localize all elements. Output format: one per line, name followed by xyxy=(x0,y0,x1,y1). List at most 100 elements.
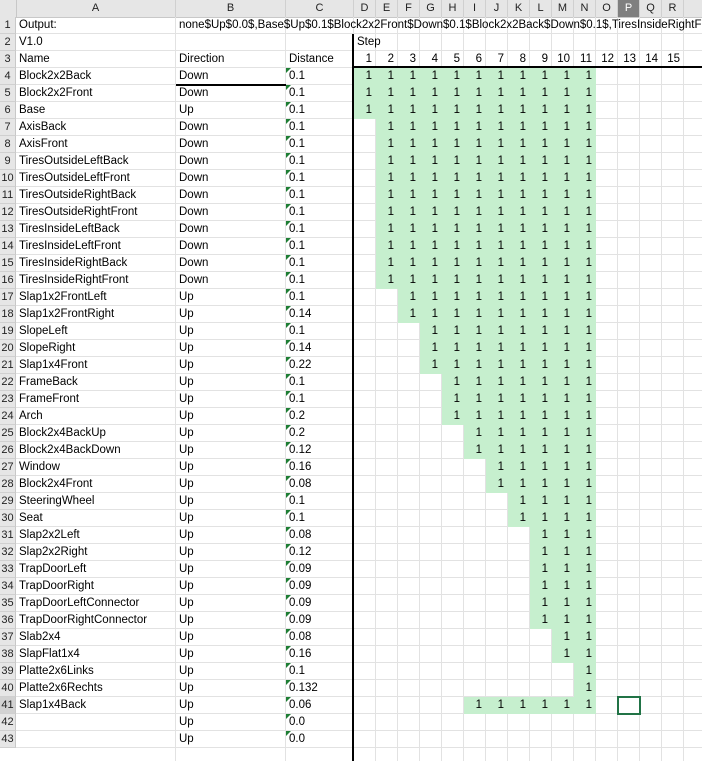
step-cell[interactable]: 1 xyxy=(552,255,574,272)
step-cell[interactable]: 1 xyxy=(442,204,464,221)
distance-cell[interactable]: 0.1 xyxy=(289,104,305,116)
step-cell[interactable]: 1 xyxy=(574,119,596,136)
step-cell[interactable]: 1 xyxy=(530,459,552,476)
step-cell[interactable]: 1 xyxy=(420,340,442,357)
step-cell[interactable]: 1 xyxy=(552,510,574,527)
column-header-q[interactable]: Q xyxy=(640,0,662,17)
step-cell[interactable]: 1 xyxy=(486,136,508,153)
part-name-cell[interactable]: TiresOutsideLeftFront xyxy=(19,172,130,184)
step-cell[interactable]: 1 xyxy=(574,697,596,714)
step-cell[interactable]: 1 xyxy=(486,357,508,374)
direction-cell[interactable]: Up xyxy=(179,495,194,507)
step-cell[interactable]: 1 xyxy=(398,153,420,170)
part-name-cell[interactable] xyxy=(16,714,176,731)
step-cell[interactable]: 1 xyxy=(398,102,420,119)
step-cell[interactable]: 1 xyxy=(376,170,398,187)
row-header[interactable]: 11 xyxy=(0,187,16,204)
step-cell[interactable]: 1 xyxy=(552,238,574,255)
part-name-cell[interactable]: TiresInsideLeftFront xyxy=(19,240,121,252)
step-cell[interactable]: 1 xyxy=(530,561,552,578)
direction-cell[interactable]: Up xyxy=(179,648,194,660)
step-cell[interactable]: 1 xyxy=(508,170,530,187)
column-header-m[interactable]: M xyxy=(552,0,574,17)
step-cell[interactable]: 1 xyxy=(508,425,530,442)
part-name-cell[interactable]: Platte2x6Rechts xyxy=(19,682,103,694)
row-header[interactable]: 17 xyxy=(0,289,16,306)
direction-cell[interactable]: Up xyxy=(179,393,194,405)
step-cell[interactable]: 1 xyxy=(398,255,420,272)
step-cell[interactable]: 1 xyxy=(442,68,464,85)
part-name-cell[interactable]: AxisFront xyxy=(19,138,68,150)
step-cell[interactable]: 1 xyxy=(486,221,508,238)
step-cell[interactable]: 1 xyxy=(464,340,486,357)
step-cell[interactable]: 1 xyxy=(420,272,442,289)
distance-cell[interactable]: 0.09 xyxy=(289,580,312,592)
row-header[interactable]: 8 xyxy=(0,136,16,153)
part-name-cell[interactable]: Platte2x6Links xyxy=(19,665,94,677)
distance-cell[interactable]: 0.09 xyxy=(289,614,312,626)
step-cell[interactable]: 1 xyxy=(574,357,596,374)
distance-cell[interactable]: 0.1 xyxy=(289,121,305,133)
direction-cell[interactable]: Up xyxy=(179,631,194,643)
direction-cell[interactable]: Up xyxy=(179,461,194,473)
part-name-cell[interactable] xyxy=(16,731,176,748)
distance-cell[interactable]: 0.1 xyxy=(289,291,305,303)
part-name-cell[interactable]: Base xyxy=(19,104,46,116)
direction-cell[interactable]: Down xyxy=(179,274,209,286)
direction-cell[interactable]: Down xyxy=(179,206,209,218)
step-cell[interactable]: 1 xyxy=(552,272,574,289)
step-cell[interactable]: 1 xyxy=(574,612,596,629)
distance-cell[interactable]: 0.08 xyxy=(289,529,312,541)
step-cell[interactable]: 1 xyxy=(442,340,464,357)
step-cell[interactable]: 1 xyxy=(530,612,552,629)
step-cell[interactable]: 1 xyxy=(552,170,574,187)
step-cell[interactable]: 1 xyxy=(420,289,442,306)
step-cell[interactable]: 1 xyxy=(464,153,486,170)
step-cell[interactable]: 1 xyxy=(574,85,596,102)
row-header[interactable]: 4 xyxy=(0,68,16,85)
direction-cell[interactable]: Up xyxy=(179,682,194,694)
row-header[interactable]: 41 xyxy=(0,697,16,714)
row-header[interactable]: 33 xyxy=(0,561,16,578)
step-cell[interactable]: 1 xyxy=(530,255,552,272)
distance-cell[interactable]: 0.1 xyxy=(289,138,305,150)
step-cell[interactable]: 1 xyxy=(574,170,596,187)
row-header[interactable]: 31 xyxy=(0,527,16,544)
step-cell[interactable]: 1 xyxy=(530,153,552,170)
step-cell[interactable]: 1 xyxy=(464,425,486,442)
step-cell[interactable]: 1 xyxy=(442,323,464,340)
step-cell[interactable]: 1 xyxy=(508,221,530,238)
part-name-cell[interactable]: Slap1x4Back xyxy=(19,699,87,711)
step-cell[interactable]: 1 xyxy=(464,102,486,119)
step-cell[interactable]: 1 xyxy=(574,680,596,697)
step-cell[interactable]: 1 xyxy=(530,510,552,527)
column-header-d[interactable]: D xyxy=(354,0,376,17)
step-cell[interactable]: 1 xyxy=(574,544,596,561)
row-header[interactable]: 13 xyxy=(0,221,16,238)
step-cell[interactable]: 1 xyxy=(508,476,530,493)
step-cell[interactable]: 1 xyxy=(464,204,486,221)
step-cell[interactable]: 1 xyxy=(552,442,574,459)
row-header[interactable]: 34 xyxy=(0,578,16,595)
step-cell[interactable]: 1 xyxy=(420,102,442,119)
distance-cell[interactable]: 0.08 xyxy=(289,478,312,490)
distance-cell[interactable]: 0.1 xyxy=(289,325,305,337)
distance-cell[interactable]: 0.1 xyxy=(289,512,305,524)
direction-cell[interactable]: Up xyxy=(179,716,194,728)
step-cell[interactable]: 1 xyxy=(508,510,530,527)
step-cell[interactable]: 1 xyxy=(574,408,596,425)
step-cell[interactable]: 1 xyxy=(530,289,552,306)
step-cell[interactable]: 1 xyxy=(508,340,530,357)
step-cell[interactable]: 1 xyxy=(464,221,486,238)
direction-cell[interactable]: Down xyxy=(179,87,209,99)
column-header-a[interactable]: A xyxy=(16,0,176,17)
distance-cell[interactable]: 0.1 xyxy=(289,257,305,269)
direction-cell[interactable]: Up xyxy=(179,291,194,303)
row-header[interactable]: 15 xyxy=(0,255,16,272)
distance-cell[interactable]: 0.2 xyxy=(289,427,305,439)
direction-cell[interactable]: Up xyxy=(179,410,194,422)
direction-cell[interactable]: Down xyxy=(179,155,209,167)
step-cell[interactable]: 1 xyxy=(376,255,398,272)
step-cell[interactable]: 1 xyxy=(442,119,464,136)
